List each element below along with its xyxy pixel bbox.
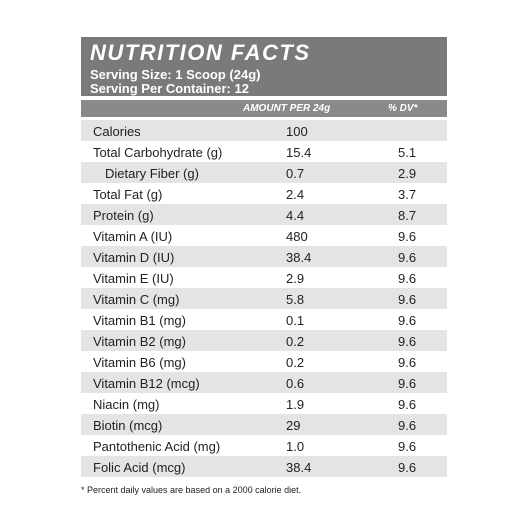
- nutrient-name: Vitamin B6 (mg): [93, 355, 186, 370]
- daily-value: 9.6: [398, 334, 417, 349]
- table-row: Vitamin B12 (mcg) 0.6 9.6: [81, 372, 447, 393]
- daily-value: 9.6: [398, 250, 417, 265]
- nutrient-name: Vitamin B2 (mg): [93, 334, 186, 349]
- servings: Serving Per Container: 12: [90, 81, 249, 96]
- table-row: Vitamin B6 (mg) 0.2 9.6: [81, 351, 447, 372]
- daily-value: 9.6: [398, 397, 417, 412]
- amount: 38.4: [286, 250, 312, 265]
- nutrient-name: Folic Acid (mcg): [93, 460, 186, 475]
- table-row: Vitamin E (IU) 2.9 9.6: [81, 267, 447, 288]
- table-row: Vitamin D (IU) 38.4 9.6: [81, 246, 447, 267]
- nutrient-name: Calories: [93, 124, 141, 139]
- amount: 100: [286, 124, 308, 139]
- table-row: Total Fat (g) 2.4 3.7: [81, 183, 447, 204]
- amount: 0.2: [286, 334, 305, 349]
- amount: 5.8: [286, 292, 305, 307]
- table-row: Niacin (mg) 1.9 9.6: [81, 393, 447, 414]
- table-row: Total Carbohydrate (g) 15.4 5.1: [81, 141, 447, 162]
- amount: 480: [286, 229, 308, 244]
- nutrient-name: Total Carbohydrate (g): [93, 145, 223, 160]
- amount: 0.1: [286, 313, 305, 328]
- serving-size: Serving Size: 1 Scoop (24g): [90, 67, 261, 82]
- daily-value: 8.7: [398, 208, 417, 223]
- daily-value: 9.6: [398, 376, 417, 391]
- amount: 38.4: [286, 460, 312, 475]
- nutrient-name: Vitamin E (IU): [93, 271, 174, 286]
- nutrient-name: Biotin (mcg): [93, 418, 163, 433]
- daily-value: 3.7: [398, 187, 417, 202]
- amount: 2.4: [286, 187, 305, 202]
- nutrient-name: Protein (g): [93, 208, 154, 223]
- amount: 0.6: [286, 376, 305, 391]
- daily-value: 9.6: [398, 418, 417, 433]
- daily-value: 9.6: [398, 292, 417, 307]
- nutrient-name: Vitamin C (mg): [93, 292, 180, 307]
- amount: 1.0: [286, 439, 305, 454]
- nutrient-name: Vitamin B12 (mcg): [93, 376, 200, 391]
- nutrient-name: Pantothenic Acid (mg): [93, 439, 221, 454]
- daily-value: 9.6: [398, 460, 417, 475]
- table-row: Vitamin B1 (mg) 0.1 9.6: [81, 309, 447, 330]
- nutrient-name: Niacin (mg): [93, 397, 160, 412]
- header: NUTRITION FACTS Serving Size: 1 Scoop (2…: [81, 37, 447, 96]
- table-row: Folic Acid (mcg) 38.4 9.6: [81, 456, 447, 477]
- nutrient-name: Total Fat (g): [93, 187, 163, 202]
- table-row: Vitamin C (mg) 5.8 9.6: [81, 288, 447, 309]
- daily-value: 9.6: [398, 439, 417, 454]
- amount: 4.4: [286, 208, 305, 223]
- amount: 15.4: [286, 145, 312, 160]
- amount: 0.2: [286, 355, 305, 370]
- daily-value: 9.6: [398, 355, 417, 370]
- table: Calories 100 Total Carbohydrate (g) 15.4 5.1…: [81, 120, 447, 477]
- amount: 1.9: [286, 397, 305, 412]
- nutrient-name: Vitamin B1 (mg): [93, 313, 186, 328]
- amount: 29: [286, 418, 301, 433]
- nutrient-name: Vitamin D (IU): [93, 250, 175, 265]
- table-row: Calories 100: [81, 120, 447, 141]
- column-label: % DV*: [388, 103, 418, 114]
- table-row: Vitamin B2 (mg) 0.2 9.6: [81, 330, 447, 351]
- table-row: Biotin (mcg) 29 9.6: [81, 414, 447, 435]
- table-row: Protein (g) 4.4 8.7: [81, 204, 447, 225]
- daily-value: 2.9: [398, 166, 417, 181]
- daily-value: 5.1: [398, 145, 417, 160]
- table-row: Pantothenic Acid (mg) 1.0 9.6: [81, 435, 447, 456]
- column-header: AMOUNT PER 24g % DV*: [81, 100, 447, 117]
- nutrient-name: Dietary Fiber (g): [105, 166, 199, 181]
- footnote: * Percent daily values are based on a 20…: [81, 485, 302, 495]
- table-row: Vitamin A (IU) 480 9.6: [81, 225, 447, 246]
- nutrient-name: Vitamin A (IU): [93, 229, 173, 244]
- daily-value: 9.6: [398, 271, 417, 286]
- amount: 0.7: [286, 166, 305, 181]
- table-row: Dietary Fiber (g) 0.7 2.9: [81, 162, 447, 183]
- daily-value: 9.6: [398, 313, 417, 328]
- daily-value: 9.6: [398, 229, 417, 244]
- column-label: AMOUNT PER 24g: [243, 103, 331, 114]
- amount: 2.9: [286, 271, 305, 286]
- title: NUTRITION FACTS: [90, 40, 311, 65]
